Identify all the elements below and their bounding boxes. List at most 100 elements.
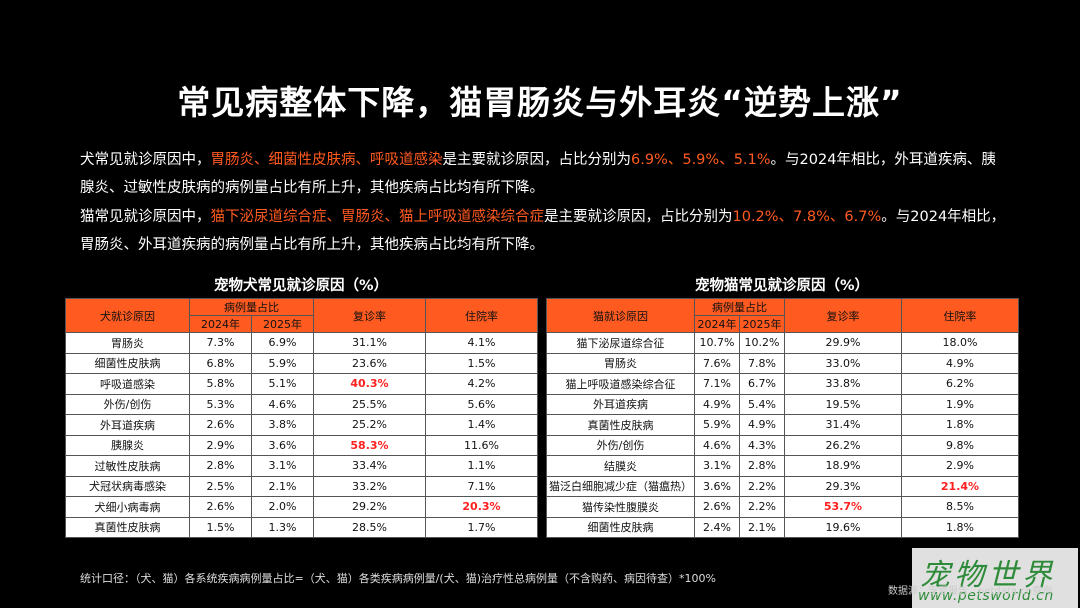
cat-header-2025: 2025年 [739,315,785,333]
cell-hospital: 20.3% [425,496,538,518]
dog-header-revisit: 复诊率 [313,298,426,333]
dog-summary-paragraph: 犬常见就诊原因中，胃肠炎、细菌性皮肤病、呼吸道感染是主要就诊原因，占比分别为6.… [80,146,1010,202]
cell-revisit: 58.3% [313,434,426,456]
dog-table-title: 宠物犬常见就诊原因（%） [213,278,389,294]
cell-y2025: 6.7% [739,373,785,395]
cell-y2024: 7.6% [694,352,740,374]
cell-y2025: 3.1% [251,455,314,477]
table-row: 胃肠炎 7.6% 7.8% 33.0% 4.9% [546,352,1019,374]
cell-y2025: 2.2% [739,496,785,518]
cell-y2024: 3.6% [694,475,740,497]
table-row: 外伤/创伤 5.3% 4.6% 25.5% 5.6% [65,393,538,415]
cell-y2025: 5.9% [251,352,314,374]
cell-revisit: 33.0% [784,352,902,374]
cell-y2024: 4.9% [694,393,740,415]
cell-hospital: 18.0% [901,332,1019,354]
cell-y2024: 2.6% [694,496,740,518]
dog-header-2024: 2024年 [189,315,252,333]
dog-para-suffix: 。与2024年相比，外耳道疾病、胰腺炎、过敏性皮肤病的病例量占比有所上升，其他疾… [80,152,996,196]
dog-para-prefix: 犬常见就诊原因中， [80,152,211,168]
table-row: 结膜炎 3.1% 2.8% 18.9% 2.9% [546,455,1019,477]
table-row: 细菌性皮肤病 6.8% 5.9% 23.6% 1.5% [65,352,538,374]
table-row: 猫泛白细胞减少症（猫瘟热） 3.6% 2.2% 29.3% 21.4% [546,475,1019,497]
cell-y2025: 5.4% [739,393,785,415]
table-row: 猫下泌尿道综合征 10.7% 10.2% 29.9% 18.0% [546,332,1019,354]
cell-y2024: 6.8% [189,352,252,374]
cell-revisit: 23.6% [313,352,426,374]
table-row: 呼吸道感染 5.8% 5.1% 40.3% 4.2% [65,373,538,395]
cell-y2024: 4.6% [694,434,740,456]
cell-name: 猫泛白细胞减少症（猫瘟热） [546,475,695,497]
dog-para-value-1: 6.9% [631,152,668,168]
table-row: 犬细小病毒病 2.6% 2.0% 29.2% 20.3% [65,496,538,518]
cell-revisit: 29.3% [784,475,902,497]
cell-name: 过敏性皮肤病 [65,455,190,477]
table-row: 细菌性皮肤病 2.4% 2.1% 19.6% 1.8% [546,516,1019,538]
cell-y2025: 3.8% [251,414,314,436]
table-row: 真菌性皮肤病 1.5% 1.3% 28.5% 1.7% [65,516,538,538]
cell-hospital: 1.5% [425,352,538,374]
watermark-logo: 宠物世界 www.petsworld.cn [912,548,1078,608]
cell-hospital: 1.1% [425,455,538,477]
cell-y2024: 7.3% [189,332,252,354]
cat-para-highlight: 猫下泌尿道综合症、胃肠炎、猫上呼吸道感染综合症 [210,209,545,225]
cell-revisit: 28.5% [313,516,426,538]
dog-table-body: 胃肠炎 7.3% 6.9% 31.1% 4.1% 细菌性皮肤病 6.8% 5.9% 23.6% 1… [65,332,538,538]
cell-name: 细菌性皮肤病 [65,352,190,374]
cat-summary-paragraph: 猫常见就诊原因中，猫下泌尿道综合症、胃肠炎、猫上呼吸道感染综合症是主要就诊原因，… [80,203,1010,259]
cell-name: 犬冠状病毒感染 [65,475,190,497]
table-row: 真菌性皮肤病 5.9% 4.9% 31.4% 1.8% [546,414,1019,436]
dog-para-mid: 是主要就诊原因，占比分别为 [442,152,632,168]
cell-revisit: 33.4% [313,455,426,477]
cell-revisit: 33.2% [313,475,426,497]
watermark-main-text: 宠物世界 [920,558,1056,593]
cell-y2024: 5.3% [189,393,252,415]
cell-y2025: 4.6% [251,393,314,415]
dog-visit-table: 犬就诊原因 病例量占比 复诊率 住院率 2024年 2025年 胃肠炎 7.3% 6… [65,298,538,538]
dog-header-2025: 2025年 [251,315,314,333]
cat-para-value-1: 10.2% [732,209,779,225]
cat-table-title: 宠物猫常见就诊原因（%） [694,278,870,294]
cell-hospital: 11.6% [425,434,538,456]
cell-revisit: 19.6% [784,516,902,538]
cell-name: 胃肠炎 [546,352,695,374]
dog-para-value-2: 5.9% [682,152,720,168]
cell-y2025: 2.2% [739,475,785,497]
table-row: 犬冠状病毒感染 2.5% 2.1% 33.2% 7.1% [65,475,538,497]
cell-y2024: 2.5% [189,475,252,497]
cell-y2024: 10.7% [694,332,740,354]
cell-revisit: 31.4% [784,414,902,436]
cell-name: 外耳道疾病 [65,414,190,436]
dog-para-highlight: 胃肠炎、细菌性皮肤病、呼吸道感染 [210,152,443,168]
cat-para-value-2: 7.8% [793,209,830,225]
cell-revisit: 29.2% [313,496,426,518]
table-row: 外耳道疾病 2.6% 3.8% 25.2% 1.4% [65,414,538,436]
cell-y2025: 7.8% [739,352,785,374]
dog-header-name: 犬就诊原因 [65,298,190,333]
cell-hospital: 2.9% [901,455,1019,477]
cell-name: 猫上呼吸道感染综合征 [546,373,695,395]
cat-header-name: 猫就诊原因 [546,298,695,333]
dog-para-sep-1: 、 [667,152,683,168]
cell-y2025: 5.1% [251,373,314,395]
cat-header-2024: 2024年 [694,315,740,333]
cell-y2024: 2.9% [189,434,252,456]
cat-para-suffix: 。与2024年相比，胃肠炎、外耳道疾病的病例量占比有所上升，其他疾病占比均有所下… [80,209,1006,253]
cell-hospital: 9.8% [901,434,1019,456]
cell-hospital: 7.1% [425,475,538,497]
cell-revisit: 26.2% [784,434,902,456]
watermark-url: www.petsworld.cn [918,588,1054,604]
cell-name: 呼吸道感染 [65,373,190,395]
cell-hospital: 1.7% [425,516,538,538]
cell-hospital: 4.1% [425,332,538,354]
cell-name: 猫下泌尿道综合征 [546,332,695,354]
cell-y2025: 2.1% [251,475,314,497]
cell-hospital: 1.9% [901,393,1019,415]
cell-name: 胃肠炎 [65,332,190,354]
cell-hospital: 4.9% [901,352,1019,374]
cell-y2024: 3.1% [694,455,740,477]
cell-hospital: 5.6% [425,393,538,415]
cell-y2024: 2.4% [694,516,740,538]
cell-y2024: 7.1% [694,373,740,395]
cell-name: 细菌性皮肤病 [546,516,695,538]
